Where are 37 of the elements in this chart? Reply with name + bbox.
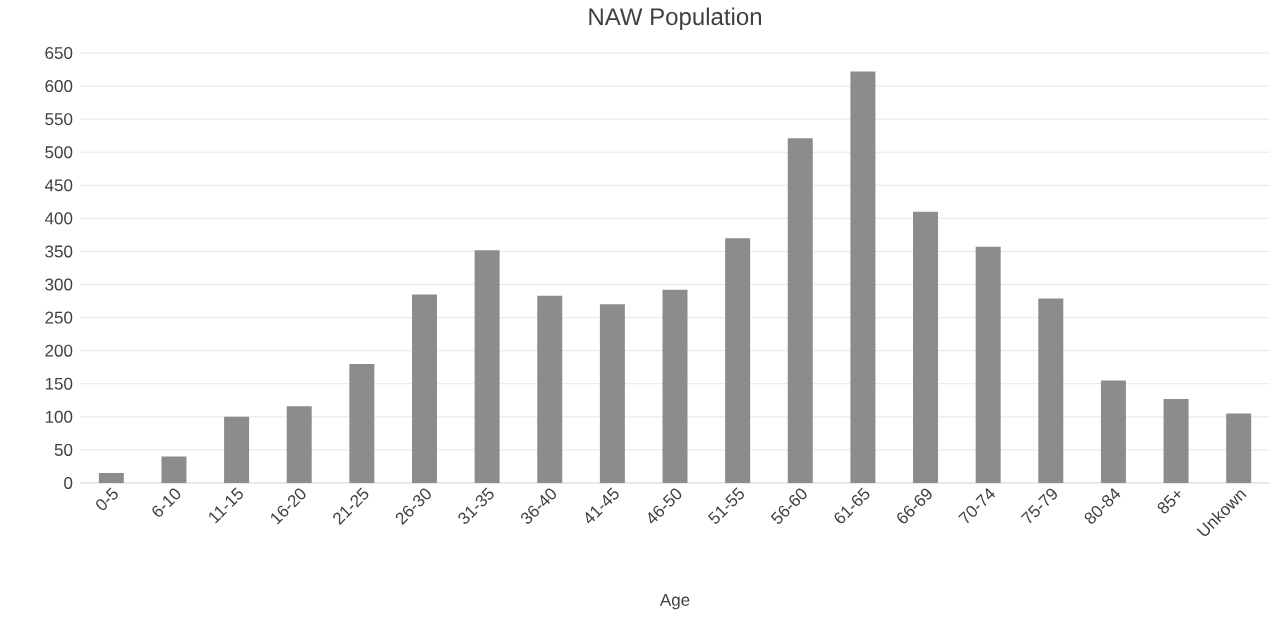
bar — [662, 289, 688, 483]
chart-title: NAW Population — [589, 7, 762, 30]
x-tick-label: 0-5 — [96, 487, 118, 511]
y-tick-label: 100 — [45, 410, 73, 423]
y-tick-label: 500 — [45, 146, 73, 159]
bar — [850, 71, 876, 483]
bar — [474, 250, 500, 483]
x-tick-label: 85+ — [1157, 490, 1181, 514]
bar — [411, 294, 437, 483]
bar — [913, 211, 939, 483]
bar — [286, 406, 312, 483]
bar — [349, 363, 375, 483]
y-tick-label: 550 — [45, 113, 73, 126]
bar — [787, 138, 813, 483]
bar — [98, 473, 124, 483]
y-tick-label: 650 — [45, 46, 73, 59]
y-tick-label: 150 — [45, 377, 73, 390]
bar — [975, 246, 1001, 483]
y-tick-label: 350 — [45, 245, 73, 258]
bar — [1100, 380, 1126, 483]
y-tick-label: 400 — [44, 212, 73, 225]
bar — [725, 238, 751, 483]
y-tick-label: 200 — [45, 344, 73, 357]
y-tick-label: 600 — [45, 80, 73, 93]
bar — [224, 416, 250, 483]
bar — [537, 295, 563, 483]
y-tick-label: 50 — [54, 443, 73, 456]
y-tick-label: 450 — [44, 179, 73, 192]
bar — [1038, 298, 1064, 483]
bar — [599, 304, 625, 483]
bar — [1226, 413, 1252, 483]
bar — [161, 456, 187, 483]
y-tick-label: 300 — [45, 278, 73, 291]
y-tick-label: 250 — [45, 311, 73, 324]
y-tick-label: 0 — [64, 476, 73, 489]
x-axis-title: Age — [659, 594, 690, 610]
bar — [1163, 398, 1189, 483]
